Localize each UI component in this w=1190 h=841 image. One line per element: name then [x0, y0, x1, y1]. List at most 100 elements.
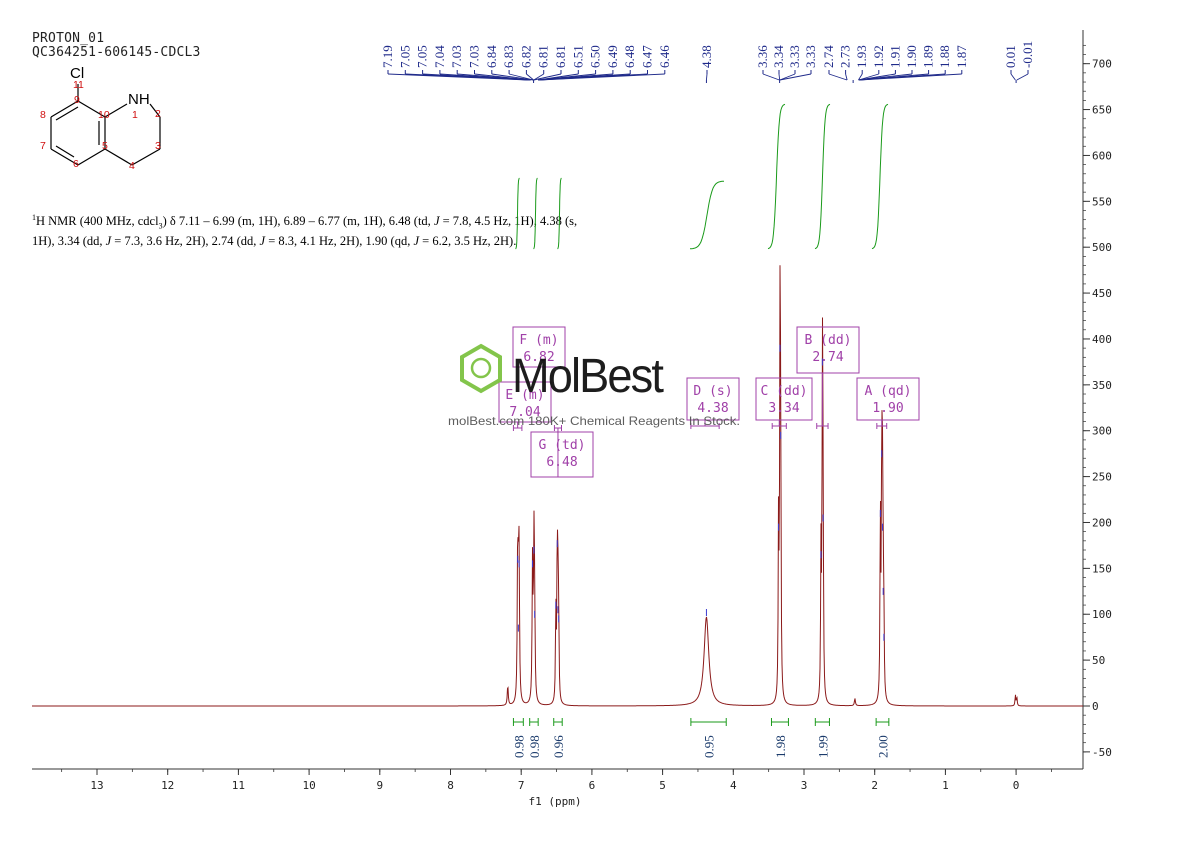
peak-label: 6.82: [518, 45, 533, 68]
integral-value-group: 1.99: [814, 718, 830, 758]
x-axis-label: f1 (ppm): [529, 795, 582, 808]
molbest-watermark: MolBest molBest.com 180K+ Chemical Reage…: [448, 343, 740, 428]
y-tick-label: 550: [1092, 195, 1112, 208]
nmr-description-segment: J: [433, 214, 440, 229]
integral-curve: [689, 180, 725, 250]
peak-label-group: 0.01 -0.01: [1003, 41, 1035, 83]
x-tick-label: 5: [659, 779, 666, 792]
multiplet-shift: 2.74: [812, 350, 843, 365]
integral-value-group: 2.00: [875, 718, 890, 758]
peak-label: 0.01: [1003, 45, 1018, 68]
peak-label: 3.34: [771, 45, 786, 68]
peak-label: 6.50: [588, 45, 603, 68]
peak-label: 1.87: [954, 45, 969, 68]
peak-label-connector: [858, 73, 863, 81]
x-tick-label: 3: [801, 779, 808, 792]
peak-label: 4.38: [699, 45, 714, 68]
x-tick-label: 11: [232, 779, 245, 792]
multiplet-shift: 3.34: [768, 401, 799, 416]
sample-id: QC364251-606145-CDCL3: [32, 45, 201, 60]
spectrum-line: [32, 265, 1083, 707]
multiplet-label: A (qd) 1.90: [856, 377, 920, 429]
y-tick-label: 250: [1092, 471, 1112, 484]
atom-number-7: 7: [40, 140, 46, 152]
multiplet-box: [512, 326, 566, 368]
peak-label-connector: [533, 73, 544, 81]
peak-label: 6.81: [536, 45, 551, 68]
y-tick-label: 500: [1092, 241, 1112, 254]
nmr-description-segment: ) δ 7.11 – 6.99 (m, 1H), 6.89 – 6.77 (m,…: [162, 214, 434, 229]
peak-label-connector: [762, 73, 780, 81]
molbest-tagline: molBest.com 180K+ Chemical Reagents In S…: [448, 414, 740, 428]
axes: 13 12 11 10 9 8 7 6 5 4 3 2 1 0f1 (ppm)-5005010015020…: [32, 30, 1112, 808]
peak-label: 7.05: [415, 45, 430, 68]
y-tick-label: 400: [1092, 333, 1112, 346]
integral-curve: [557, 177, 562, 250]
molecule-structure: Cl NH 11 9 8 10 1 2 7 5 3 6 4: [40, 65, 161, 172]
nmr-description-segment: = 6.2, 3.5 Hz, 2H).: [419, 234, 517, 249]
peak-label-group: 3.36 3.34 3.33 3.33: [755, 45, 818, 83]
nmr-description-segment: 3: [158, 221, 163, 231]
peak-label: 1.88: [937, 45, 952, 68]
multiplet-name: D (s): [693, 384, 732, 399]
peak-label-connector: [858, 73, 879, 81]
multiplet-name: A (qd): [865, 384, 912, 399]
multiplet-shift: 6.82: [523, 350, 554, 365]
peak-label: 7.19: [380, 45, 395, 68]
peak-label-connector: [828, 73, 848, 81]
multiplet-label: B (dd) 2.74: [796, 326, 860, 429]
nmr-description-segment: 1: [32, 213, 36, 222]
molbest-logo-icon: [460, 343, 502, 394]
peak-label: 7.03: [467, 45, 482, 68]
nmr-description-segment: = 7.3, 3.6 Hz, 2H), 2.74 (dd,: [111, 234, 260, 249]
integral-value: 1.98: [773, 735, 788, 758]
peak-label-connector: [778, 73, 781, 81]
integral-curve: [871, 103, 889, 250]
peak-label: 6.83: [501, 45, 516, 68]
multiplet-label: D (s) 4.38: [686, 377, 740, 429]
atom-number-6: 6: [73, 158, 79, 170]
integral-value: 0.96: [551, 735, 566, 758]
peak-label-group: 4.38: [699, 45, 714, 83]
x-tick-label: 6: [589, 779, 596, 792]
x-tick-label: 4: [730, 779, 737, 792]
peak-label-connector: [1010, 73, 1016, 81]
multiplet-name: G (td): [539, 438, 586, 453]
peak-label-connector: [1016, 73, 1029, 81]
peak-label: 6.81: [553, 45, 568, 68]
peak-label: 7.03: [449, 45, 464, 68]
multiplet-shift: 6.48: [546, 455, 577, 470]
integral-value-group: 0.95: [690, 718, 727, 758]
atom-number-5: 5: [102, 140, 108, 152]
peak-label: 1.93: [854, 45, 869, 68]
peak-label: 3.33: [787, 45, 802, 68]
peak-label-connector: [508, 73, 534, 81]
x-tick-label: 0: [1013, 779, 1020, 792]
integral-curve: [515, 177, 520, 250]
y-tick-label: 600: [1092, 149, 1112, 162]
integral-value-group: 0.96: [551, 718, 566, 758]
integral-value: 0.98: [527, 735, 542, 758]
y-tick-label: 650: [1092, 104, 1112, 117]
multiplet-name: B (dd): [805, 333, 852, 348]
integral-value: 2.00: [875, 735, 890, 758]
peak-label: 2.74: [821, 45, 836, 68]
multiplet-box: [796, 326, 860, 374]
atom-number-10: 10: [98, 109, 110, 121]
peak-label: 7.04: [432, 45, 447, 68]
peak-label-connector: [533, 73, 562, 81]
integral-values: 0.98 0.98 0.96 0.95 1.98 1.99 2.00: [511, 718, 890, 758]
peak-label: 1.89: [921, 45, 936, 68]
peak-label-connector: [491, 73, 534, 81]
x-tick-label: 1: [942, 779, 949, 792]
multiplet-label: C (dd) 3.34: [755, 377, 813, 429]
peak-label: 1.90: [904, 45, 919, 68]
peak-labels: 7.19 7.05 7.05 7.04 7.03 7.03 6.84 6.83 6.82 6.81…: [380, 41, 1035, 83]
y-tick-label: 700: [1092, 58, 1112, 71]
peak-label: 3.36: [755, 45, 770, 68]
integral-value-group: 1.98: [770, 718, 789, 758]
peak-label: 6.48: [622, 45, 637, 68]
peak-label: 6.84: [484, 45, 499, 68]
y-tick-label: 50: [1092, 654, 1105, 667]
multiplet-shift: 7.04: [509, 405, 540, 420]
